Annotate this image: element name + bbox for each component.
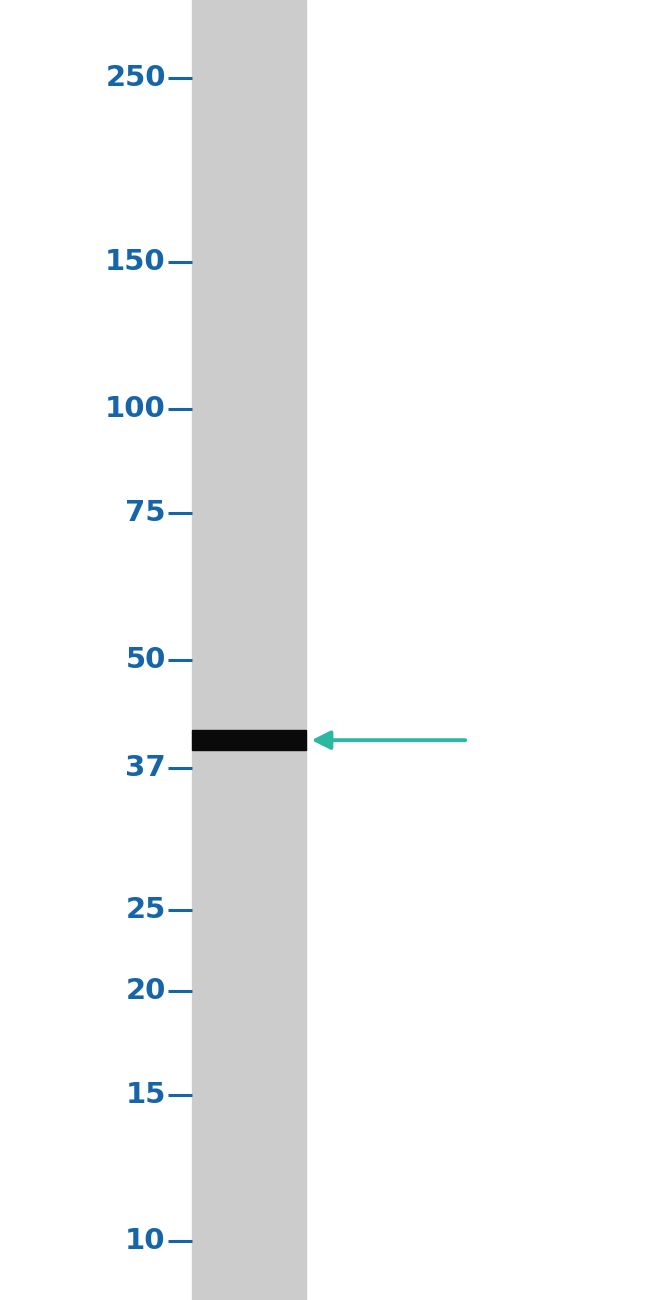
Text: 25: 25 — [125, 896, 166, 924]
Text: 15: 15 — [125, 1080, 166, 1109]
Text: 100: 100 — [105, 395, 166, 422]
Text: 10: 10 — [125, 1227, 166, 1256]
Bar — [192, 0, 306, 1300]
Text: 50: 50 — [125, 646, 166, 673]
Text: 150: 150 — [105, 248, 166, 277]
Text: 37: 37 — [125, 754, 166, 783]
Text: 75: 75 — [125, 499, 166, 526]
Text: 250: 250 — [105, 64, 166, 92]
Text: 20: 20 — [125, 976, 166, 1005]
Bar — [192, 731, 306, 750]
